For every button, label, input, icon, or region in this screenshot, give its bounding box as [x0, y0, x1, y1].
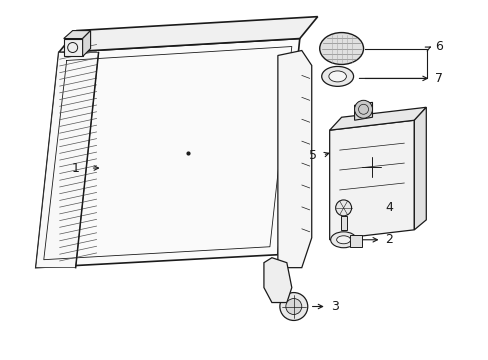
Polygon shape [329, 120, 413, 240]
Polygon shape [59, 17, 317, 53]
Polygon shape [82, 31, 90, 57]
Polygon shape [354, 102, 372, 120]
Polygon shape [63, 31, 90, 39]
Text: 2: 2 [385, 233, 392, 246]
Polygon shape [349, 235, 361, 247]
Polygon shape [329, 107, 426, 130]
Text: 3: 3 [330, 300, 338, 313]
Polygon shape [63, 39, 82, 57]
Circle shape [279, 293, 307, 320]
Text: 7: 7 [434, 72, 442, 85]
Ellipse shape [321, 67, 353, 86]
Text: 4: 4 [385, 201, 392, 215]
Ellipse shape [330, 232, 356, 248]
Polygon shape [277, 50, 311, 268]
Circle shape [335, 200, 351, 216]
Polygon shape [264, 258, 291, 302]
Text: 5: 5 [308, 149, 316, 162]
Text: 6: 6 [434, 40, 442, 53]
Polygon shape [340, 216, 346, 230]
Polygon shape [36, 53, 99, 268]
Text: 1: 1 [72, 162, 80, 175]
Ellipse shape [319, 32, 363, 64]
Circle shape [285, 298, 301, 315]
Ellipse shape [336, 236, 350, 244]
Polygon shape [36, 39, 299, 268]
Circle shape [354, 100, 372, 118]
Ellipse shape [328, 71, 346, 82]
Polygon shape [413, 107, 426, 230]
